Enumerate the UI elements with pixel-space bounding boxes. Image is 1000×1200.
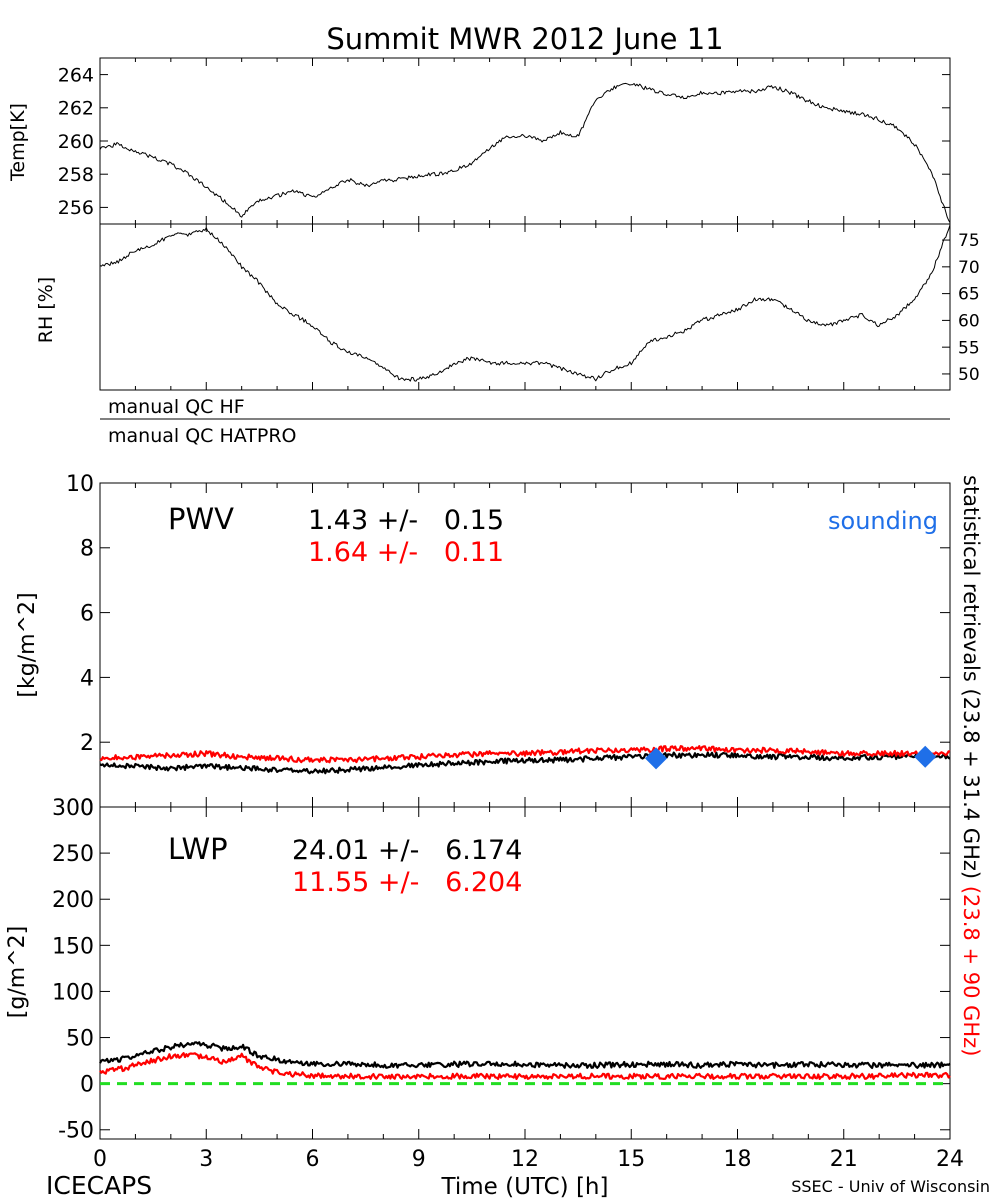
qc-row-hatpro: manual QC HATPRO [108, 425, 297, 447]
y-tick-label: 60 [958, 312, 980, 332]
pwv-y-ticks: 0 2 4 6 8 10 [66, 472, 950, 821]
sounding-marker [645, 747, 668, 770]
y-tick-label: 258 [58, 164, 94, 186]
right-label-black: statistical retrievals (23.8 + 31.4 GHz) [959, 475, 983, 879]
y-tick-label: 70 [958, 258, 980, 278]
pwv-series-1 [99, 744, 951, 764]
x-tick-label: 24 [936, 1147, 964, 1172]
rh-panel: RH [%] 50 55 60 65 70 75 [35, 223, 980, 391]
right-label-red: (23.8 + 90 GHz) [959, 886, 983, 1057]
pwv-lines [99, 744, 951, 775]
chart-title: Summit MWR 2012 June 11 [326, 22, 723, 56]
qc-row-hf: manual QC HF [108, 396, 245, 418]
x-axis-tick-labels: 0 3 6 9 12 15 18 21 24 [93, 1147, 964, 1172]
y-tick-label: 6 [80, 602, 94, 627]
temp-frame [99, 57, 951, 225]
y-tick-label: 150 [52, 934, 94, 959]
pwv-legend-sounding: sounding [828, 507, 938, 535]
pwv-ylabel: [kg/m^2] [15, 592, 40, 697]
x-tick-label: 6 [306, 1147, 320, 1172]
temp-y-ticks: 256 258 260 262 264 [58, 64, 950, 219]
rh-x-ticks [99, 224, 951, 390]
temp-panel: Temp[K] 256 258 260 262 264 [7, 57, 951, 225]
right-label-statistical: statistical retrievals (23.8 + 31.4 GHz)… [959, 475, 983, 1056]
footer-right: SSEC - Univ of Wisconsin [791, 1177, 990, 1196]
pwv-stat-red: 1.64 +/- 0.11 [308, 537, 504, 568]
lwp-lines [99, 1041, 951, 1086]
x-tick-label: 0 [93, 1147, 107, 1172]
x-axis-title: Time (UTC) [h] [441, 1174, 609, 1200]
x-tick-label: 21 [830, 1147, 858, 1172]
y-tick-label: 260 [58, 131, 94, 153]
x-tick-label: 15 [617, 1147, 645, 1172]
lwp-label: LWP [168, 832, 228, 866]
pwv-stat-black: 1.43 +/- 0.15 [308, 505, 504, 536]
qc-rows: manual QC HF manual QC HATPRO [100, 396, 950, 447]
x-tick-label: 12 [511, 1147, 539, 1172]
y-tick-label: 200 [52, 888, 94, 913]
rh-series-0 [99, 224, 951, 382]
y-tick-label: 50 [66, 1026, 94, 1051]
pwv-series-0 [99, 751, 951, 775]
y-tick-label: -50 [58, 1119, 94, 1144]
rh-lines [99, 224, 951, 382]
y-tick-label: 262 [58, 98, 94, 120]
y-tick-label: 300 [52, 796, 94, 821]
y-tick-label: 0 [80, 1073, 94, 1098]
y-tick-label: 55 [958, 338, 980, 358]
y-tick-label: 75 [958, 231, 980, 251]
y-tick-label: 8 [80, 537, 94, 562]
y-tick-label: 65 [958, 285, 980, 305]
temp-series-0 [99, 82, 951, 223]
y-tick-label: 4 [80, 666, 94, 691]
lwp-ylabel: [g/m^2] [5, 926, 30, 1018]
rh-y-ticks: 50 55 60 65 70 75 [942, 231, 980, 385]
y-tick-label: 2 [80, 731, 94, 756]
footer-left: ICECAPS [46, 1171, 152, 1200]
y-tick-label: 0 [80, 796, 94, 821]
y-tick-label: 264 [58, 64, 94, 86]
rh-ylabel: RH [%] [35, 277, 57, 343]
pwv-x-ticks [99, 483, 951, 807]
y-tick-label: 50 [958, 365, 980, 385]
y-tick-label: 100 [52, 980, 94, 1005]
pwv-label: PWV [168, 502, 234, 536]
y-tick-label: 256 [58, 197, 94, 219]
lwp-stat-black: 24.01 +/- 6.174 [292, 835, 522, 866]
lwp-y-ticks: -50 0 50 100 150 200 250 300 [52, 796, 950, 1144]
lwp-series-0 [99, 1041, 951, 1070]
x-tick-label: 9 [412, 1147, 426, 1172]
sounding-marker [914, 745, 937, 768]
lwp-stat-red: 11.55 +/- 6.204 [292, 867, 522, 898]
temp-lines [99, 82, 951, 223]
y-tick-label: 250 [52, 842, 94, 867]
temp-x-ticks [99, 58, 951, 224]
temp-ylabel: Temp[K] [7, 103, 29, 182]
pwv-panel: [kg/m^2] PWV 1.43 +/- 0.15 1.64 +/- 0.11… [15, 472, 951, 821]
lwp-x-ticks [99, 807, 951, 1139]
x-tick-label: 3 [199, 1147, 213, 1172]
x-tick-label: 18 [724, 1147, 752, 1172]
lwp-panel: [g/m^2] LWP 24.01 +/- 6.174 11.55 +/- 6.… [5, 796, 951, 1144]
lwp-series-1 [99, 1052, 951, 1081]
y-tick-label: 10 [66, 472, 94, 497]
